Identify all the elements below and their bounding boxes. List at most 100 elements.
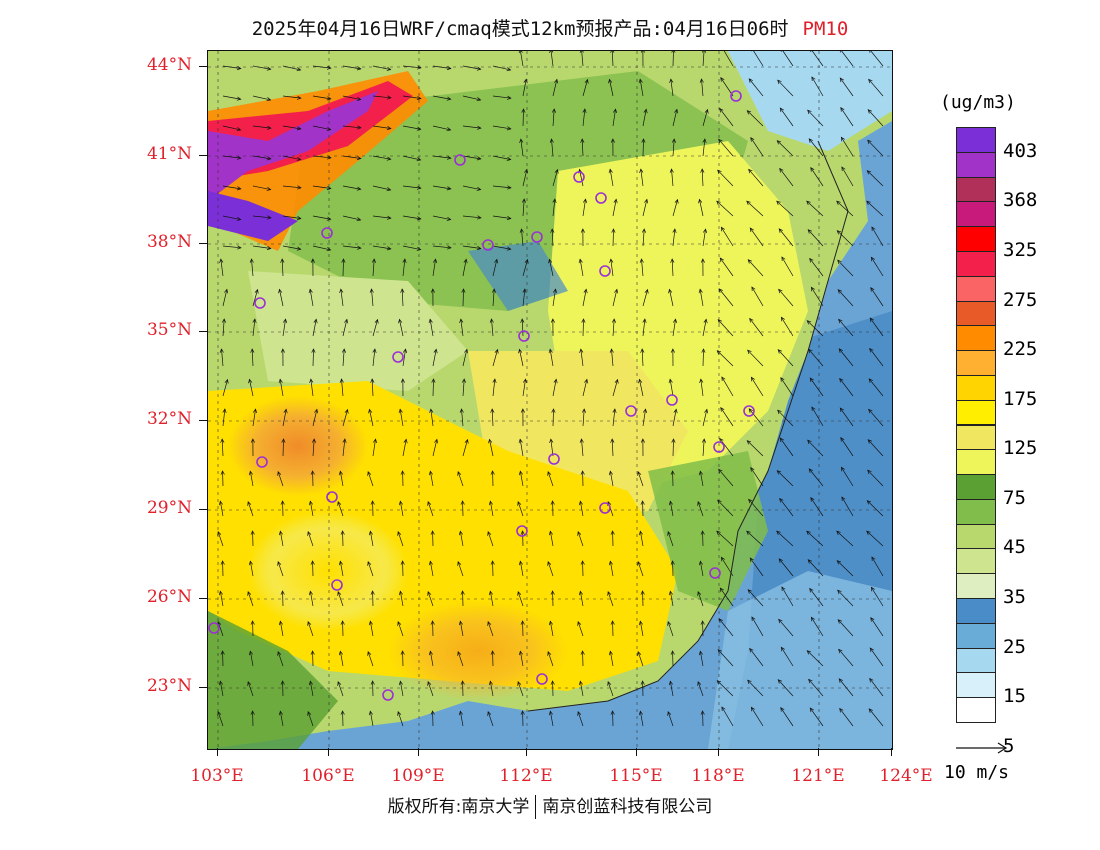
wind-arrow: [838, 678, 854, 697]
site-marker: [536, 673, 548, 685]
wind-arrow: [719, 107, 734, 127]
site-marker: [573, 171, 585, 183]
wind-arrow: [518, 650, 524, 667]
wind-arrow: [670, 258, 675, 277]
wind-arrow: [341, 258, 346, 277]
wind-arrow: [397, 711, 404, 727]
wind-arrow: [402, 65, 422, 70]
wind-arrow: [867, 109, 884, 127]
colorbar-swatch: [956, 300, 996, 327]
wind-arrow: [457, 561, 464, 577]
wind-arrow: [717, 169, 734, 187]
wind-arrow: [492, 125, 512, 131]
wind-vector-field: [217, 51, 884, 727]
wind-arrow: [637, 561, 644, 577]
lat-tick: [199, 155, 207, 156]
wind-arrow: [462, 185, 482, 191]
colorbar-label: 45: [1003, 536, 1026, 559]
wind-arrow: [308, 590, 314, 607]
wind-arrow: [671, 438, 676, 457]
wind-arrow: [700, 530, 705, 547]
wind-arrow: [670, 650, 675, 667]
wind-arrow: [277, 651, 284, 667]
wind-arrow: [338, 470, 344, 487]
wind-arrow: [582, 78, 589, 97]
wind-arrow: [522, 78, 528, 97]
wind-arrow: [610, 710, 615, 727]
wind-arrow: [492, 65, 512, 72]
wind-arrow: [521, 108, 526, 127]
wind-arrow: [806, 320, 824, 337]
lon-tick: [818, 748, 819, 756]
wind-arrow: [580, 560, 585, 577]
wind-arrow: [641, 138, 646, 157]
wind-arrow: [309, 378, 314, 397]
colorbar-swatch: [956, 325, 996, 352]
wind-arrow: [398, 408, 404, 427]
wind-arrow: [671, 138, 677, 157]
wind-arrow: [750, 137, 764, 157]
wind-arrow: [461, 288, 466, 307]
wind-arrow: [248, 650, 254, 667]
wind-arrow: [701, 348, 706, 367]
wind-arrow: [719, 257, 734, 277]
colorbar-label: 15: [1003, 685, 1026, 708]
wind-arrow: [638, 620, 644, 637]
wind-arrow: [577, 711, 584, 727]
lon-tick: [526, 748, 527, 756]
lon-tick: [418, 748, 419, 756]
wind-arrow: [308, 680, 314, 697]
wind-arrow: [522, 378, 528, 397]
lon-label: 106°E: [301, 766, 355, 786]
wind-arrow: [547, 471, 554, 487]
wind-arrow: [398, 680, 404, 697]
wind-arrow: [836, 200, 854, 217]
wind-arrow: [487, 711, 494, 727]
wind-arrow: [642, 108, 648, 127]
wind-arrow: [867, 439, 884, 457]
wind-arrow: [747, 259, 764, 277]
wind-arrow: [838, 318, 854, 337]
wind-arrow: [721, 51, 734, 67]
site-marker: [331, 579, 343, 591]
wind-arrow: [608, 560, 614, 577]
wind-arrow: [698, 650, 704, 667]
wind-arrow: [871, 556, 884, 577]
site-marker: [321, 227, 333, 239]
lat-tick: [199, 66, 207, 67]
wind-arrow: [836, 530, 854, 547]
wind-arrow: [721, 376, 734, 397]
wind-arrow: [642, 318, 647, 337]
wind-arrow: [522, 168, 529, 187]
site-marker: [326, 491, 338, 503]
northwest-dry-green: [248, 271, 468, 391]
wind-arrow: [838, 648, 854, 667]
wind-arrow: [462, 155, 482, 161]
wind-arrow: [400, 560, 405, 577]
wind-arrow: [609, 348, 614, 367]
colorbar-label: 275: [1003, 288, 1038, 311]
wind-arrow: [840, 466, 854, 487]
wind-arrow: [372, 65, 392, 71]
wind-arrow: [430, 288, 435, 307]
wind-arrow: [369, 288, 374, 307]
site-marker: [548, 453, 560, 465]
wind-arrow: [312, 245, 332, 252]
wind-arrow: [490, 560, 495, 577]
wind-arrow: [698, 198, 704, 217]
wind-arrow: [550, 318, 555, 337]
colorbar-label: 225: [1003, 338, 1038, 361]
copyright-footer: 版权所有:南京大学 南京创蓝科技有限公司: [0, 792, 1100, 819]
wind-arrow: [639, 168, 644, 187]
wind-arrow: [220, 438, 225, 457]
map-panel[interactable]: [207, 50, 893, 750]
wind-arrow: [776, 140, 794, 157]
wind-arrow: [400, 288, 405, 307]
footer-divider: [535, 795, 537, 819]
wind-arrow: [248, 378, 254, 397]
wind-arrow: [307, 711, 314, 727]
wind-arrow: [579, 51, 584, 67]
wind-arrow: [310, 560, 315, 577]
wind-arrow: [669, 168, 674, 187]
wind-arrow: [642, 198, 649, 217]
